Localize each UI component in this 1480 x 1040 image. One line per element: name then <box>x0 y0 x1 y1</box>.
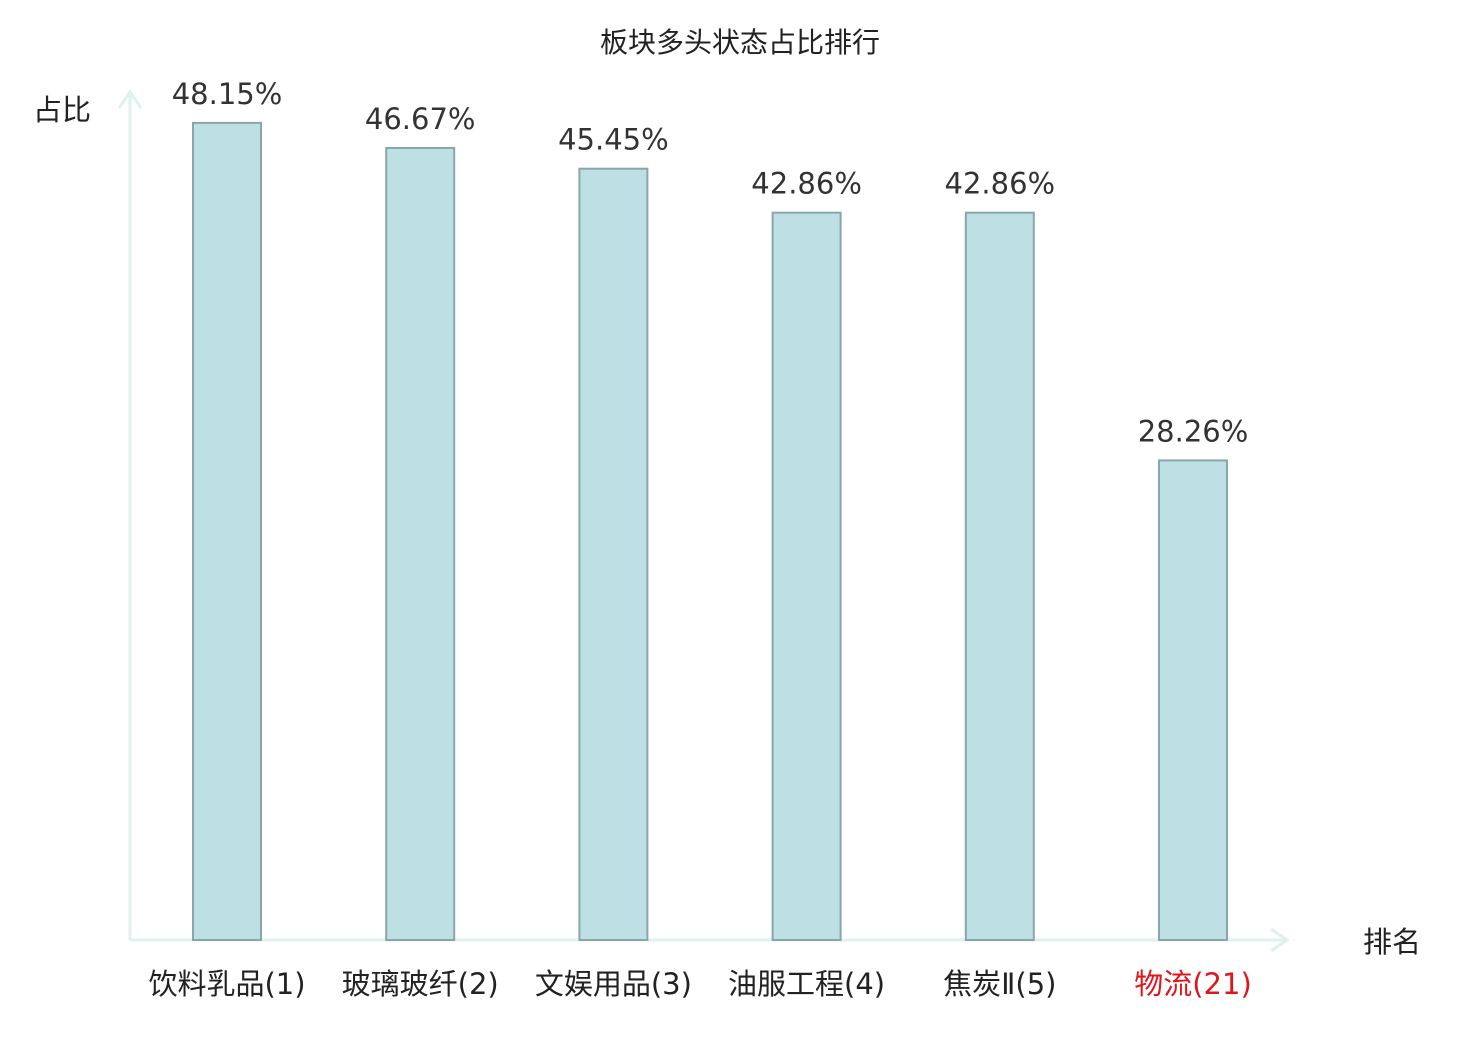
category-tick-label: 玻璃玻纤(2) <box>342 967 499 1001</box>
category-tick-label: 饮料乳品(1) <box>148 967 305 1001</box>
x-axis-label: 排名 <box>1363 925 1421 959</box>
chart-title: 板块多头状态占比排行 <box>600 26 880 59</box>
axes <box>117 89 1290 953</box>
bar-value-label: 48.15% <box>172 77 283 111</box>
category-tick-label: 焦炭Ⅱ(5) <box>943 967 1056 1001</box>
bar <box>192 121 262 941</box>
bar <box>1158 459 1228 941</box>
bar-value-label: 28.26% <box>1138 414 1249 448</box>
bar <box>385 147 456 941</box>
bar-value-label: 42.86% <box>751 167 862 201</box>
bar-value-label: 45.45% <box>558 123 669 157</box>
category-labels-group: 饮料乳品(1) 玻璃玻纤(2) 文娱用品(3) 油服工程(4) 焦炭Ⅱ(5) 物流(21) <box>148 967 1251 1001</box>
bar-value-label: 42.86% <box>945 167 1056 201</box>
bar <box>964 211 1035 941</box>
bar-value-label: 46.67% <box>365 102 476 136</box>
category-tick-label: 油服工程(4) <box>728 967 885 1001</box>
bars-group <box>192 121 1228 941</box>
value-labels-group: 48.15% 46.67% 45.45% 42.86% 42.86% 28.26% <box>172 77 1249 448</box>
y-axis-arrow-icon <box>117 89 143 109</box>
bar <box>771 211 842 941</box>
bar <box>578 167 649 941</box>
category-tick-label: 物流(21) <box>1134 967 1252 1001</box>
category-tick-label: 文娱用品(3) <box>535 967 692 1001</box>
y-axis-label: 占比 <box>33 93 91 127</box>
x-axis-arrow-icon <box>1270 927 1290 953</box>
